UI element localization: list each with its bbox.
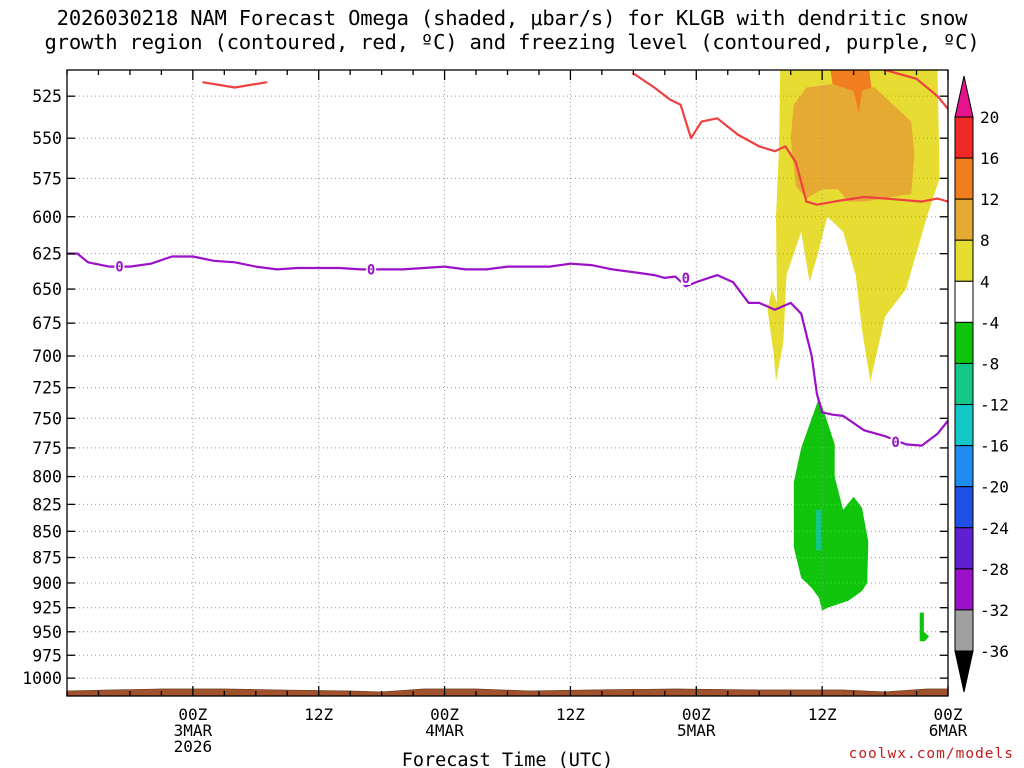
- x-tick-label-6-2: 2026: [174, 737, 213, 756]
- chart-title-line-1: 2026030218 NAM Forecast Omega (shaded, μ…: [56, 6, 968, 30]
- colorbar-label-0: 20: [980, 108, 999, 127]
- contour-label-2: 0: [682, 271, 690, 287]
- chart-title-line-2: growth region (contoured, red, ºC) and f…: [44, 30, 980, 54]
- colorbar-label-11: -28: [980, 560, 1009, 579]
- colorbar-swatch-4: [954, 280, 974, 323]
- omega-region-omega-12-to-16: [830, 70, 872, 114]
- x-tick-label-78-0: 00Z: [934, 705, 963, 724]
- colorbar-swatch-0: [954, 116, 974, 159]
- colorbar-swatch-8: [954, 445, 974, 488]
- omega-region-omega-neg4-to-neg8-small: [919, 612, 930, 642]
- colorbar-label-1: 16: [980, 149, 999, 168]
- contour-dendritic-growth-minus12C: [632, 72, 948, 206]
- contour-label-bg-1: [366, 261, 377, 277]
- plot-contours: 0 0 0 0: [67, 70, 948, 451]
- colorbar-label-13: -36: [980, 642, 1009, 661]
- contour-freezing-level-0C: [67, 252, 948, 447]
- colorbar-swatch-10: [954, 527, 974, 570]
- colorbar-swatch-12: [954, 609, 974, 652]
- x-tick-label-6-0: 00Z: [178, 705, 207, 724]
- contour-label-bg-2: [680, 269, 691, 285]
- x-tick-label-78-1: 6MAR: [929, 721, 968, 740]
- contour-dendritic-growth-minus12C-upper: [202, 81, 268, 89]
- x-tick-label-42-0: 12Z: [556, 705, 585, 724]
- y-tick-label-600: 600: [32, 208, 62, 227]
- contour-dendritic-growth-minus18C: [884, 70, 948, 111]
- colorbar-bottom-arrow: [954, 650, 974, 693]
- y-tick-label-875: 875: [32, 549, 62, 568]
- plot-tick-labels: 525 550 575 600 625 650 675 700 725 750 775 800 825 8…: [22, 87, 967, 768]
- y-tick-label-900: 900: [32, 574, 62, 593]
- colorbar-label-12: -32: [980, 601, 1009, 620]
- x-tick-label-54-1: 5MAR: [677, 721, 716, 740]
- y-tick-label-825: 825: [32, 495, 62, 514]
- y-tick-label-775: 775: [32, 439, 62, 458]
- y-tick-label-650: 650: [32, 280, 62, 299]
- y-tick-label-750: 750: [32, 409, 62, 428]
- y-tick-label-725: 725: [32, 379, 62, 398]
- y-tick-label-525: 525: [32, 87, 62, 106]
- plot-fills: [67, 70, 948, 696]
- x-axis-label: Forecast Time (UTC): [402, 750, 614, 768]
- x-tick-label-18-0: 12Z: [304, 705, 333, 724]
- colorbar-swatch-3: [954, 239, 974, 282]
- y-tick-label-800: 800: [32, 468, 62, 487]
- chart-title: 2026030218 NAM Forecast Omega (shaded, μ…: [0, 6, 1024, 54]
- x-tick-label-6-1: 3MAR: [174, 721, 213, 740]
- colorbar-swatch-9: [954, 486, 974, 529]
- x-tick-label-54-0: 00Z: [682, 705, 711, 724]
- terrain-strip: [67, 688, 948, 696]
- contour-label-1: 0: [367, 262, 375, 278]
- y-tick-label-700: 700: [32, 347, 62, 366]
- x-tick-label-30-1: 4MAR: [425, 721, 464, 740]
- source-credit: coolwx.com/models: [848, 746, 1014, 762]
- colorbar-label-5: -4: [980, 313, 999, 332]
- colorbar-swatch-7: [954, 404, 974, 447]
- y-tick-label-925: 925: [32, 599, 62, 618]
- colorbar-label-9: -20: [980, 478, 1009, 497]
- plot-axes: [66, 69, 949, 697]
- contour-label-bg-0: [114, 258, 125, 274]
- colorbar-swatch-6: [954, 362, 974, 406]
- y-tick-label-575: 575: [32, 169, 62, 188]
- colorbar-swatch-5: [954, 321, 974, 364]
- contour-label-0: 0: [115, 260, 123, 276]
- colorbar-label-10: -24: [980, 519, 1009, 538]
- x-tick-label-66-0: 12Z: [808, 705, 837, 724]
- colorbar-label-8: -16: [980, 437, 1009, 456]
- y-tick-label-975: 975: [32, 646, 62, 665]
- colorbar-label-4: 4: [980, 272, 990, 291]
- y-tick-label-1000: 1000: [22, 669, 62, 688]
- y-tick-label-850: 850: [32, 522, 62, 541]
- colorbar-label-2: 12: [980, 190, 999, 209]
- omega-region-omega-8-to-12: [790, 84, 915, 202]
- colorbar-swatch-1: [954, 157, 974, 200]
- y-tick-label-625: 625: [32, 245, 62, 264]
- y-tick-label-675: 675: [32, 314, 62, 333]
- x-tick-label-30-0: 00Z: [430, 705, 459, 724]
- contour-label-bg-3: [890, 434, 901, 450]
- colorbar-swatch-11: [954, 568, 974, 611]
- colorbar-label-6: -8: [980, 354, 999, 373]
- y-tick-label-950: 950: [32, 623, 62, 642]
- y-tick-label-550: 550: [32, 129, 62, 148]
- contour-label-3: 0: [891, 435, 899, 451]
- colorbar-top-arrow: [954, 75, 974, 118]
- colorbar: 20 16 12 8 4 -4 -8 -12 -16 -20 -24 -28 -32 -36: [954, 75, 1009, 693]
- colorbar-label-7: -12: [980, 396, 1009, 415]
- colorbar-swatch-2: [954, 198, 974, 241]
- omega-region-omega-neg8-to-neg12: [815, 509, 822, 551]
- colorbar-label-3: 8: [980, 231, 990, 250]
